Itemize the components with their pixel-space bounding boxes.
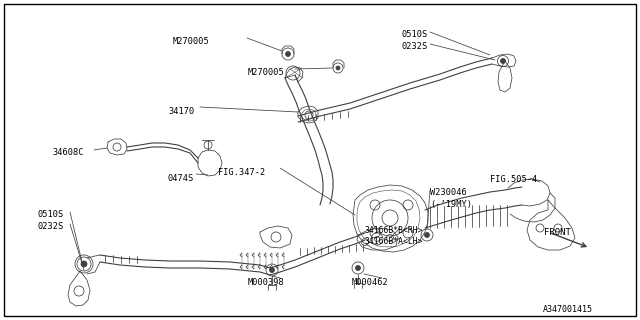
Circle shape	[355, 266, 360, 270]
Text: 0474S: 0474S	[168, 174, 195, 183]
Text: (-’19MY): (-’19MY)	[430, 200, 472, 209]
Text: M000462: M000462	[352, 278, 388, 287]
Circle shape	[424, 233, 429, 237]
Text: M270005: M270005	[173, 37, 210, 46]
Text: M000398: M000398	[248, 278, 285, 287]
Text: A347001415: A347001415	[543, 305, 593, 314]
Circle shape	[336, 66, 340, 70]
Text: W230046: W230046	[430, 188, 467, 197]
Text: 34608C: 34608C	[52, 148, 83, 157]
Text: FIG.347-2: FIG.347-2	[218, 168, 265, 177]
Text: 34166B*B<RH>: 34166B*B<RH>	[365, 226, 424, 235]
Text: 34170: 34170	[168, 107, 195, 116]
Circle shape	[500, 59, 506, 63]
Text: FIG.505-4: FIG.505-4	[490, 175, 537, 184]
Circle shape	[81, 261, 87, 267]
Text: 0510S: 0510S	[38, 210, 64, 219]
Circle shape	[285, 52, 291, 57]
Text: 0232S: 0232S	[402, 42, 428, 51]
Text: 0510S: 0510S	[402, 30, 428, 39]
Text: FRONT: FRONT	[544, 228, 571, 237]
Text: 0232S: 0232S	[38, 222, 64, 231]
Text: 34166B*A<LH>: 34166B*A<LH>	[365, 237, 424, 246]
Circle shape	[269, 268, 275, 273]
Text: M270005: M270005	[248, 68, 285, 77]
